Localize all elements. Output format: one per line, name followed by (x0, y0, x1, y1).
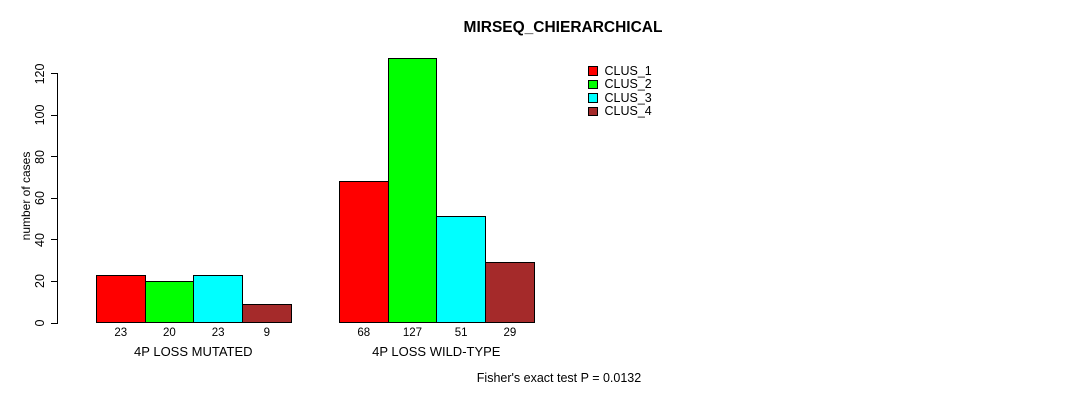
bar-clus_3-group1 (193, 274, 243, 324)
y-axis-tick (51, 156, 57, 158)
y-axis-tick-label: 20 (33, 274, 47, 289)
category-label: 4P LOSS WILD-TYPE (372, 343, 501, 359)
legend-swatch-icon (588, 93, 598, 103)
legend-label: CLUS_3 (604, 90, 652, 105)
y-axis-tick (51, 197, 57, 199)
bar-value-label: 23 (211, 326, 225, 339)
category-label: 4P LOSS MUTATED (134, 343, 253, 359)
y-axis-tick (51, 280, 57, 282)
legend-swatch-icon (588, 79, 598, 89)
y-axis-tick (51, 239, 57, 241)
y-axis-tick-label: 100 (33, 104, 47, 126)
y-axis-line (57, 73, 58, 324)
legend-item-clus_3: CLUS_3 (588, 91, 652, 105)
bar-value-label: 23 (114, 326, 128, 339)
footnote-text: Fisher's exact test P = 0.0132 (476, 371, 642, 385)
y-axis-tick-label: 0 (33, 319, 47, 327)
legend-item-clus_2: CLUS_2 (588, 77, 652, 92)
legend-label: CLUS_4 (604, 104, 652, 119)
legend-swatch-icon (588, 106, 598, 116)
bar-clus_4-group2 (485, 262, 535, 324)
bar-value-label: 68 (357, 326, 371, 339)
bar-clus_1-group2 (338, 181, 389, 324)
bar-value-label: 51 (454, 326, 468, 339)
bar-clus_4-group1 (242, 303, 292, 324)
bar-clus_2-group2 (387, 58, 438, 324)
y-axis-title: number of cases (19, 151, 33, 241)
bar-clus_3-group2 (436, 216, 486, 324)
legend-label: CLUS_1 (604, 63, 652, 78)
bar-value-label: 20 (163, 326, 176, 339)
y-axis-tick (51, 114, 57, 116)
legend-item-clus_4: CLUS_4 (588, 104, 652, 119)
bar-value-label: 29 (503, 326, 517, 339)
y-axis-tick-label: 60 (33, 191, 47, 206)
y-axis-tick (51, 73, 57, 74)
legend-swatch-icon (588, 66, 598, 76)
bar-value-label: 127 (402, 326, 423, 339)
legend: CLUS_1 CLUS_2 CLUS_3 CLUS_4 (588, 64, 652, 118)
y-axis-tick-label: 120 (33, 63, 47, 84)
bar-clus_2-group1 (144, 280, 195, 324)
legend-item-clus_1: CLUS_1 (588, 64, 652, 78)
y-axis-tick (51, 322, 57, 324)
y-axis-tick-label: 40 (33, 232, 47, 247)
legend-label: CLUS_2 (604, 77, 652, 92)
bar-value-label: 9 (263, 326, 271, 339)
bar-clus_1-group1 (95, 274, 146, 324)
y-axis-tick-label: 80 (33, 149, 47, 164)
chart-title: MIRSEQ_CHIERARCHICAL (463, 19, 663, 36)
